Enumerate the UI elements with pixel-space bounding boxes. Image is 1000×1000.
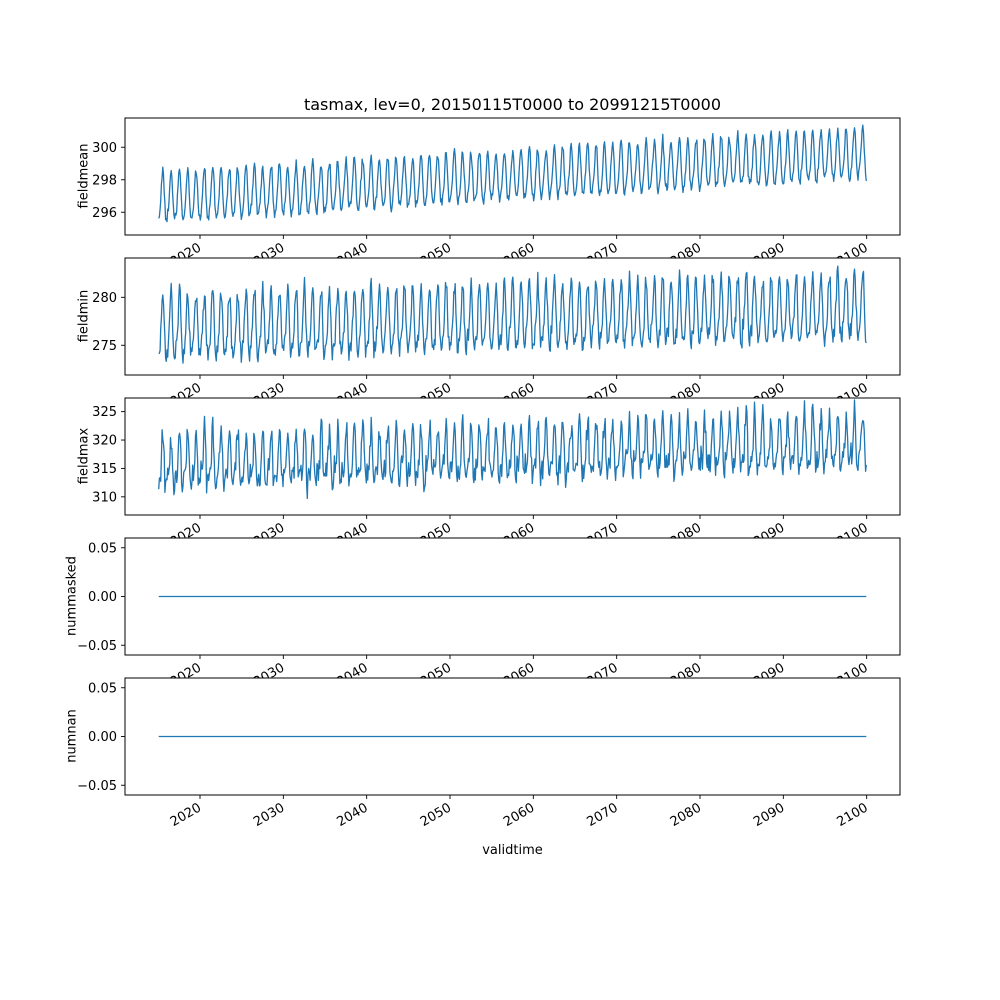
x-tick-label: 2090	[751, 800, 787, 830]
y-tick-label: 0.05	[88, 681, 117, 696]
x-tick-label: 2030	[251, 800, 287, 830]
series-line-fieldmin	[158, 265, 867, 364]
axes-background	[125, 398, 900, 515]
axes-frame	[124, 537, 901, 656]
x-tick-label: 2060	[501, 800, 537, 830]
y-tick-label: 315	[92, 462, 117, 477]
subplot-numnan: 0.05 0.00 −0.05 2020 2030 2040 2050 2060 2070 208…	[77, 677, 901, 830]
series-line-fieldmean	[158, 124, 867, 223]
x-tick-label: 2070	[585, 800, 621, 830]
figure-title: tasmax, lev=0, 20150115T0000 to 20991215…	[303, 95, 722, 114]
y-tick-label: 320	[92, 434, 117, 449]
y-tick-label: 0.00	[88, 590, 117, 605]
y-tick-label: 310	[92, 490, 117, 505]
axes-frame	[124, 257, 901, 376]
y-tick-label: 300	[92, 141, 117, 156]
x-tick-label: 2080	[668, 800, 704, 830]
x-tick-label: 2100	[835, 800, 871, 830]
y-tick-label: 298	[92, 173, 117, 188]
y-tick-label: 0.00	[88, 730, 117, 745]
y-tick-label: −0.05	[77, 779, 117, 794]
axes-frame	[124, 677, 901, 796]
x-tick-label: 2020	[168, 800, 204, 830]
x-tick-label: 2040	[335, 800, 371, 830]
x-axis-label: validtime	[482, 843, 543, 858]
y-tick-label: 325	[92, 405, 117, 420]
axes-frame	[124, 117, 901, 236]
y-tick-label: 275	[92, 339, 117, 354]
series-line-fieldmax	[158, 399, 867, 500]
axes-frame	[124, 397, 901, 516]
y-tick-label: −0.05	[77, 639, 117, 654]
y-tick-label: 296	[92, 206, 117, 221]
x-tick-label: 2050	[418, 800, 454, 830]
y-tick-label: 280	[92, 291, 117, 306]
y-tick-label: 0.05	[88, 541, 117, 556]
